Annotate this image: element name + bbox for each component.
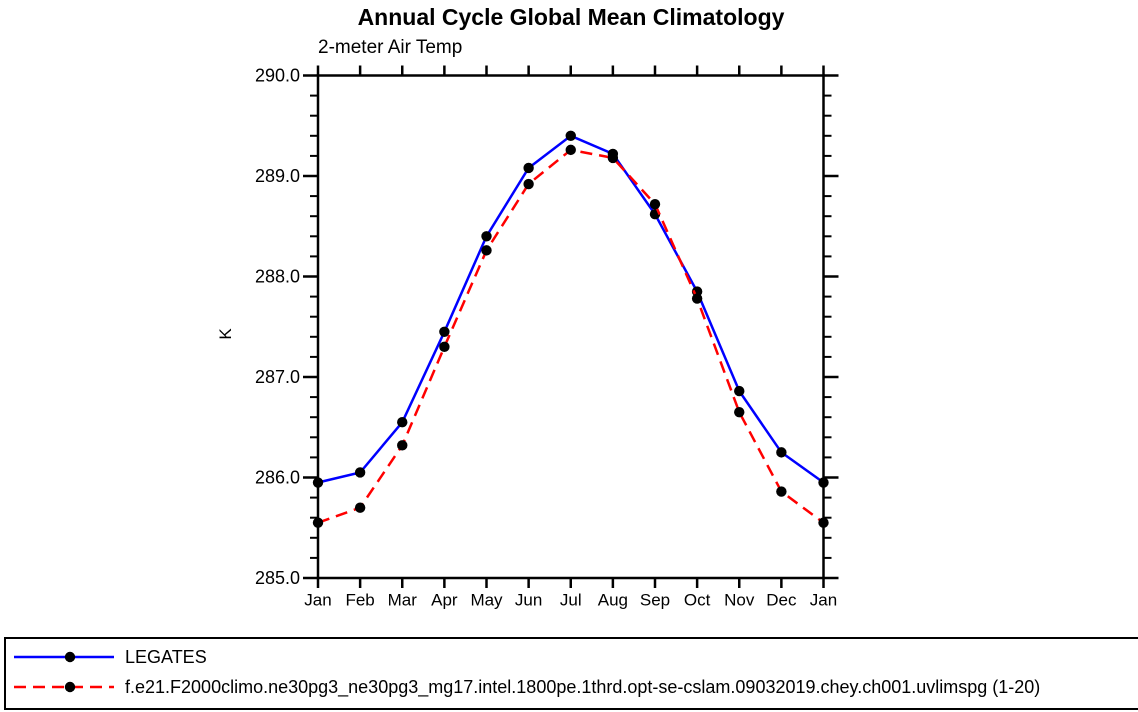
x-tick-label: Jul xyxy=(560,591,582,610)
legend-line-sample-red xyxy=(14,681,114,693)
legend-box: LEGATES f.e21.F2000climo.ne30pg3_ne30pg3… xyxy=(4,637,1138,710)
x-tick-label: Jan xyxy=(304,591,331,610)
x-tick-label: Apr xyxy=(431,591,458,610)
y-tick-label: 288.0 xyxy=(255,267,300,287)
data-point-marker xyxy=(649,198,661,210)
chart-title: Annual Cycle Global Mean Climatology xyxy=(357,4,785,30)
legend-item-model-run: f.e21.F2000climo.ne30pg3_ne30pg3_mg17.in… xyxy=(14,672,1138,702)
data-point-marker xyxy=(565,130,576,141)
y-tick-labels: 290.0 289.0 288.0 287.0 286.0 285.0 xyxy=(255,66,300,589)
series-line-1 xyxy=(317,148,825,524)
data-point-marker xyxy=(734,406,745,418)
data-point-marker xyxy=(734,385,745,397)
data-point-marker xyxy=(439,341,450,353)
x-tick-labels: Jan Feb Mar Apr May Jun Jul Aug Sep Oct Nov Dec Jan xyxy=(304,591,837,610)
x-tick-label: Feb xyxy=(345,591,374,610)
data-point-marker xyxy=(691,293,703,304)
data-point-marker xyxy=(481,231,492,242)
data-point-marker xyxy=(312,517,324,528)
x-tick-label: Aug xyxy=(598,591,628,610)
series-markers-1 xyxy=(312,144,829,528)
data-point-marker xyxy=(439,326,450,337)
data-point-marker xyxy=(481,245,492,256)
x-tick-label: Jun xyxy=(515,591,542,610)
x-axis-ticks xyxy=(316,65,825,588)
y-tick-label: 290.0 xyxy=(255,66,300,86)
legend-label: LEGATES xyxy=(125,646,207,667)
legend-label: f.e21.F2000climo.ne30pg3_ne30pg3_mg17.in… xyxy=(125,676,1041,697)
legend-sample-marker xyxy=(64,681,76,693)
data-point-marker xyxy=(565,144,576,156)
data-point-marker xyxy=(523,162,534,174)
data-point-marker xyxy=(818,477,829,488)
x-tick-label: May xyxy=(470,591,503,610)
data-point-marker xyxy=(397,417,408,428)
data-point-marker xyxy=(776,447,787,458)
legend-item-legates: LEGATES xyxy=(14,642,1138,672)
data-point-marker xyxy=(354,467,366,478)
y-tick-label: 289.0 xyxy=(255,166,300,186)
y-tick-label: 286.0 xyxy=(255,468,300,488)
data-point-marker xyxy=(776,486,787,497)
y-axis-ticks xyxy=(303,74,839,580)
x-tick-label: Nov xyxy=(724,591,755,610)
data-point-marker xyxy=(523,178,534,190)
y-tick-label: 287.0 xyxy=(255,367,300,387)
x-tick-label: Mar xyxy=(388,591,418,610)
y-tick-label: 285.0 xyxy=(255,568,300,588)
x-tick-label: Sep xyxy=(640,591,670,610)
data-point-marker xyxy=(607,152,619,164)
data-point-marker xyxy=(397,440,408,451)
chart-subtitle: 2-meter Air Temp xyxy=(318,37,463,58)
data-point-marker xyxy=(818,517,829,528)
data-point-marker xyxy=(354,502,366,513)
legend-sample-marker xyxy=(64,651,76,663)
x-tick-label: Dec xyxy=(766,591,797,610)
x-tick-label: Oct xyxy=(684,591,711,610)
x-tick-label: Jan xyxy=(810,591,837,610)
data-point-marker xyxy=(312,477,324,488)
series-line-0 xyxy=(317,134,825,484)
legend-line-sample-blue xyxy=(14,651,114,663)
